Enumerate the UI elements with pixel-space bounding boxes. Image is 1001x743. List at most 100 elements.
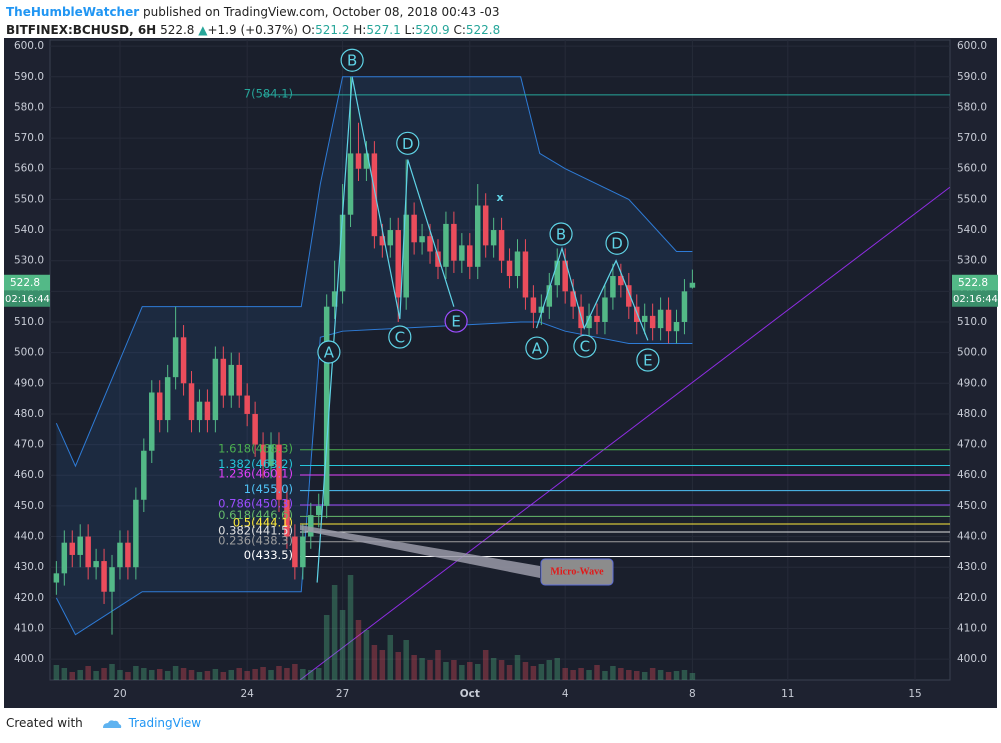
x-tick-label: 20: [113, 688, 126, 700]
candle-body: [427, 236, 433, 252]
volume-bar: [451, 660, 457, 680]
volume-bar: [467, 662, 473, 680]
volume-bar: [117, 670, 123, 680]
candle-body: [292, 536, 298, 568]
volume-bar: [379, 650, 386, 680]
price-tag-label: 522.8: [958, 277, 988, 289]
volume-bar: [101, 668, 107, 680]
y-tick-label: 420.0: [14, 592, 44, 604]
volume-bar: [172, 666, 179, 680]
wave-label-circle: [396, 131, 420, 155]
candle-body: [506, 260, 513, 277]
volume-bar: [673, 671, 680, 680]
candle-body: [172, 337, 179, 378]
candle-body: [69, 542, 76, 555]
candle-body: [53, 573, 60, 583]
volume-bar: [403, 640, 409, 680]
wave-line: [536, 246, 649, 341]
x-tick-label: 4: [562, 688, 569, 700]
ohlc-value: 520.9: [415, 23, 450, 37]
level-label: 7(584.1): [244, 86, 293, 100]
ohlc-key: O:: [301, 23, 316, 37]
volume-bar: [268, 670, 274, 680]
author[interactable]: TheHumbleWatcher: [6, 5, 140, 19]
y-tick-label: 420.0: [957, 592, 987, 604]
candle-body: [379, 236, 386, 246]
volume-bar: [308, 670, 314, 680]
volume-bar: [93, 671, 99, 680]
volume-bar: [626, 670, 632, 680]
volume-bar: [657, 670, 664, 680]
annotation-text: Micro-Wave: [550, 566, 604, 577]
symbol: BITFINEX:BCHUSD, 6H: [6, 23, 157, 37]
candle-body: [93, 561, 99, 568]
candle-body: [554, 260, 560, 286]
ohlc-value: 521.2: [315, 23, 350, 37]
y-tick-label: 440.0: [957, 531, 987, 543]
candle-body: [212, 358, 219, 421]
header: TheHumbleWatcher published on TradingVie…: [6, 3, 500, 39]
x-tick-label: 24: [240, 688, 254, 700]
wave-label: C: [580, 338, 590, 356]
wave-label-circle: [525, 336, 549, 360]
volume-bar: [649, 668, 656, 680]
volume-bar: [427, 660, 433, 680]
level-label: 0(433.5): [244, 548, 293, 562]
candle-body: [323, 306, 330, 506]
y-tick-label: 490.0: [957, 377, 987, 389]
candle-body: [109, 567, 115, 592]
level-label: 0.382(441.5): [218, 523, 293, 537]
y-tick-label: 460.0: [957, 469, 987, 481]
ohlc-value: 522.8: [465, 23, 501, 37]
candle-body: [649, 315, 656, 329]
volume-bar: [220, 672, 227, 680]
y-tick-label: 540.0: [957, 224, 987, 236]
created-with: Created with: [6, 716, 83, 730]
candle-body: [546, 285, 553, 307]
wave-label-circle: [444, 309, 468, 333]
countdown-label: 02:16:44: [5, 294, 50, 305]
volume-bar: [482, 650, 489, 680]
brand[interactable]: TradingView: [128, 716, 202, 730]
wave-label: E: [643, 352, 652, 370]
volume-bar: [276, 666, 282, 680]
wave-label: C: [395, 329, 405, 347]
candle-body: [594, 315, 600, 322]
candle-body: [626, 285, 632, 307]
candle-body: [387, 230, 394, 246]
candle-body: [347, 153, 354, 215]
volume-bar: [355, 620, 362, 680]
y-tick-label: 560.0: [957, 163, 987, 175]
y-tick-label: 510.0: [14, 316, 44, 328]
plot-area: [49, 39, 951, 681]
volume-bar: [260, 667, 266, 680]
ohlc-key: H:: [353, 23, 367, 37]
volume-bar: [689, 673, 696, 680]
volume-bar: [156, 669, 163, 680]
volume-bar: [252, 669, 258, 680]
wave-label: A: [532, 340, 543, 358]
logo: [102, 719, 121, 728]
y-tick-label: 540.0: [14, 224, 44, 236]
level-label: 0.786(450.3): [218, 496, 293, 510]
candle-body: [681, 291, 688, 322]
y-tick-label: 590.0: [957, 71, 987, 83]
candle-body: [602, 297, 608, 322]
volume-bar: [109, 664, 115, 680]
candle-body: [268, 444, 274, 467]
candle-body: [522, 251, 529, 298]
candle-body: [570, 291, 576, 307]
volume-bar: [323, 615, 330, 680]
candle-body: [355, 153, 362, 169]
candle-body: [641, 315, 648, 322]
y-tick-label: 430.0: [957, 561, 987, 573]
candle-body: [443, 223, 449, 267]
volume-bar: [514, 655, 521, 680]
header-line: BITFINEX:BCHUSD, 6H 522.8 ▲+1.9 (+0.37%)…: [6, 21, 500, 39]
candle-body: [244, 395, 250, 414]
chart: 400.0 400.0 410.0 410.0 420.0 420.0 430.0 430.0…: [4, 38, 998, 708]
candle-body: [180, 337, 187, 384]
candle-body: [85, 536, 91, 568]
volume-bar: [164, 671, 171, 680]
